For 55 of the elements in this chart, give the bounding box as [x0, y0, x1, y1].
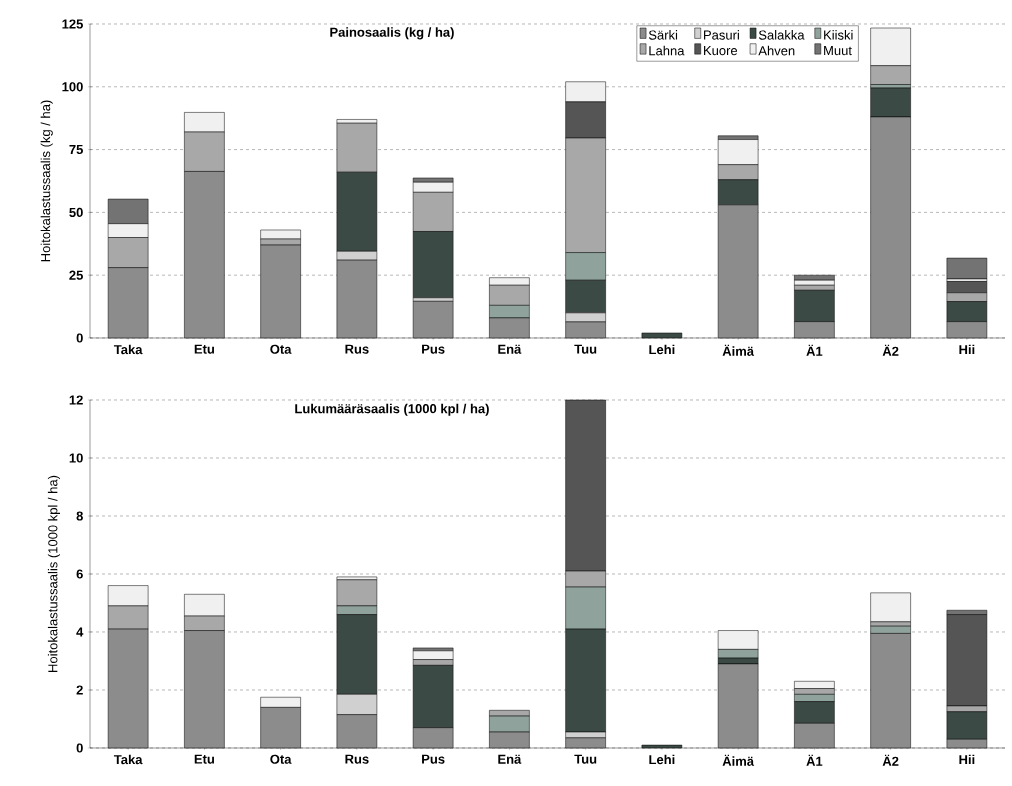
y-tick-label: 8 [76, 511, 83, 521]
legend-label: Kuore [704, 46, 738, 56]
x-tick-label: Ota [270, 344, 292, 354]
legend-label: Särki [648, 30, 678, 40]
y-tick-label: 10 [69, 453, 83, 463]
x-tick-label: Tuu [574, 754, 597, 764]
x-tick-label: Enä [498, 754, 522, 764]
x-tick-label: Etu [194, 344, 214, 354]
chart-title: Painosaalis (kg / ha) [330, 27, 454, 40]
y-tick-label: 12 [69, 395, 83, 405]
x-tick-label: Äimä [722, 754, 755, 766]
y-tick-label: 2 [76, 685, 83, 695]
bar [794, 279, 835, 286]
x-tick-label: Ä2 [882, 754, 899, 766]
y-tick-label: 0 [76, 333, 83, 343]
y-tick-label: 25 [69, 270, 83, 280]
bar [946, 257, 988, 280]
y-tick-label: 100 [62, 82, 83, 92]
legend-label: Ahven [758, 45, 795, 56]
x-tick-label: Hii [959, 344, 975, 355]
x-tick-label: Ä1 [806, 754, 823, 766]
x-tick-label: Tuu [574, 344, 597, 354]
legend-label: Lahna [649, 45, 685, 56]
bar [946, 614, 988, 707]
y-tick-label: 4 [76, 627, 84, 637]
legend-label: Muut [824, 46, 852, 56]
x-tick-label: Taka [113, 344, 143, 355]
chart-title: Lukumääräsaalis (1000 kpl / ha) [295, 403, 489, 416]
x-tick-label: Äimä [722, 344, 755, 356]
x-tick-label: Ä2 [882, 344, 899, 356]
x-tick-label: Rus [345, 344, 369, 354]
y-tick-label: 75 [69, 145, 83, 155]
y-tick-label: 0 [76, 743, 83, 753]
bar [870, 592, 911, 623]
x-tick-label: Taka [113, 754, 143, 765]
legend-label: Pasuri [704, 30, 739, 40]
y-tick-label: 125 [62, 19, 83, 29]
x-tick-label: Lehi [649, 344, 675, 355]
y-tick-label: 50 [69, 207, 83, 217]
x-tick-label: Etu [194, 754, 214, 764]
bar [260, 229, 301, 240]
legend-label: Salakka [758, 30, 805, 40]
x-tick-label: Pus [422, 754, 445, 764]
y-axis-title: Hoitokalastussaalis (1000 kpl / ha) [47, 475, 61, 672]
x-tick-label: Ä1 [806, 344, 823, 356]
x-tick-label: Lehi [649, 754, 675, 765]
x-tick-label: Hii [959, 754, 975, 765]
bar [794, 274, 835, 281]
x-tick-label: Enä [498, 344, 522, 354]
x-tick-label: Ota [270, 754, 292, 764]
legend-label: Kiiski [824, 30, 853, 40]
y-tick-label: 6 [76, 569, 83, 579]
x-tick-label: Rus [345, 754, 369, 764]
x-tick-label: Pus [422, 344, 445, 354]
y-axis-title: Hoitokalastussaalis (kg / ha) [40, 100, 53, 262]
